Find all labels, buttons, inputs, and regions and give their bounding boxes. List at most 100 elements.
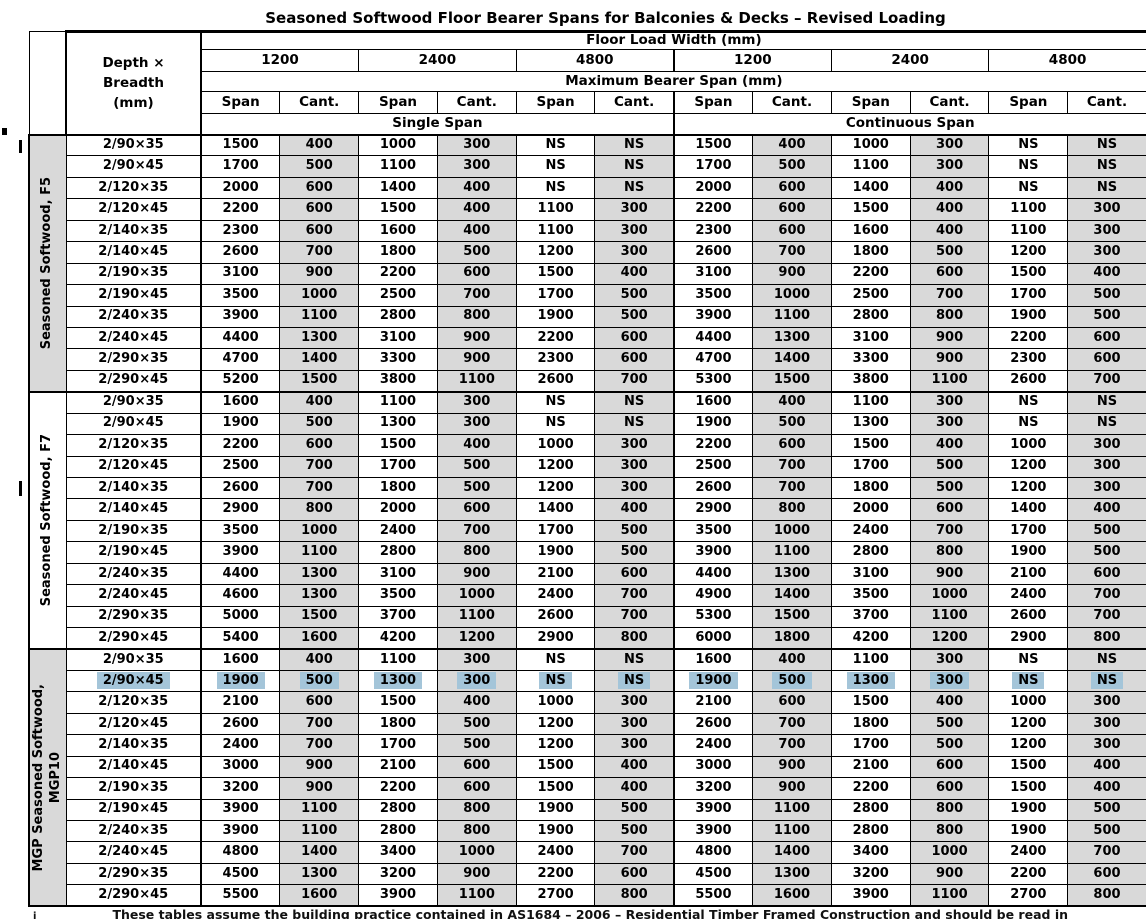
span-value-cell: 1000: [358, 133, 438, 157]
span-value-cell: 4200: [358, 627, 438, 650]
cant-value-cell: 1800: [752, 627, 832, 650]
span-value-cell: NS: [515, 176, 596, 200]
table-row: Seasoned Softwood, F5 2/90×35 1500 400 1000 3…: [28, 133, 1146, 393]
size-cell: 2/90×35: [65, 390, 202, 414]
flw-value-cell: 4800: [988, 49, 1146, 72]
table-row: 2/190×35 3100 900 2200 600 1500 400 3100 900 2200…: [29, 262, 1146, 286]
span-value-cell: 1400: [988, 498, 1069, 521]
cant-value-cell: 1000: [752, 284, 832, 307]
cant-value-cell: 1300: [752, 326, 832, 350]
span-value-cell: 1500: [515, 755, 596, 779]
span-value-cell: 4900: [672, 584, 754, 607]
size-cell: 2/90×45: [65, 412, 202, 436]
span-value-cell: 3500: [358, 584, 438, 607]
span-value-cell: 1900: [988, 541, 1069, 564]
cant-value-cell: 600: [436, 262, 517, 286]
cant-value-cell: 500: [909, 241, 990, 264]
span-value-cell: 1100: [988, 219, 1069, 243]
header-row: Span Cant. Span Cant. Span Cant. Span Cant. Span…: [29, 91, 1146, 114]
cant-value-cell: 400: [909, 219, 990, 243]
table-row: 2/290×35 5000 1500 3700 1100 2600 700 5300 1500 3…: [29, 605, 1146, 629]
cant-value-cell: 700: [279, 734, 360, 757]
cant-value-cell: 300: [594, 198, 675, 221]
span-value-cell: 4800: [672, 841, 754, 864]
span-value-cell: 2400: [515, 841, 596, 864]
cant-value-cell: 400: [279, 133, 360, 157]
flw-value-cell: 1200: [200, 49, 360, 72]
cant-value-cell: 400: [279, 647, 360, 671]
cant-value-cell: NS: [594, 155, 675, 178]
span-value-cell: 2500: [358, 284, 438, 307]
span-value-cell: 1100: [515, 219, 596, 243]
size-cell: 2/290×35: [65, 862, 202, 886]
span-value-cell: 2300: [200, 219, 281, 243]
span-value-cell: 1500: [358, 691, 438, 714]
cant-value-cell: 500: [594, 519, 675, 543]
span-value-cell: 1100: [358, 155, 438, 178]
span-value-cell: 1200: [988, 734, 1069, 757]
span-value-cell: 1800: [358, 241, 438, 264]
span-value-cell: 1400: [830, 176, 911, 200]
cant-header-cell: Cant.: [752, 91, 832, 114]
span-value-cell: 1600: [830, 219, 911, 243]
size-cell: 2/190×45: [65, 284, 202, 307]
cant-value-cell: 500: [752, 155, 832, 178]
cant-header-cell: Cant.: [279, 91, 360, 114]
span-value-cell: 3900: [200, 819, 281, 843]
cant-value-cell: 1500: [279, 369, 360, 393]
cant-value-cell: NS: [594, 133, 675, 157]
size-cell: 2/240×45: [65, 584, 202, 607]
cant-value-cell: 500: [909, 455, 990, 479]
cant-header-cell: Cant.: [1067, 91, 1146, 114]
cant-value-cell: 600: [909, 755, 990, 779]
cant-value-cell: 400: [436, 434, 517, 457]
cant-value-cell: 1200: [909, 627, 990, 650]
cant-value-cell: 1000: [279, 284, 360, 307]
footnote-marker: i: [33, 911, 37, 919]
span-value-cell: 3500: [830, 584, 911, 607]
cant-value-cell: 400: [594, 777, 675, 800]
cant-value-cell: 1500: [752, 605, 832, 629]
span-value-cell: 1800: [358, 476, 438, 500]
span-value-cell: 1900: [200, 412, 281, 436]
span-value-cell: 1200: [515, 455, 596, 479]
cant-value-cell: 300: [594, 691, 675, 714]
cant-value-cell: 500: [752, 669, 832, 693]
span-value-cell: 2800: [830, 541, 911, 564]
span-value-cell: 1600: [358, 219, 438, 243]
size-cell: 2/90×45: [65, 155, 202, 178]
span-value-cell: 1500: [988, 262, 1069, 286]
cant-value-cell: 300: [594, 712, 675, 736]
cant-value-cell: 500: [752, 412, 832, 436]
cant-value-cell: 300: [1067, 734, 1146, 757]
cant-value-cell: 1100: [436, 884, 517, 908]
cant-value-cell: 600: [594, 348, 675, 371]
cant-value-cell: 1100: [279, 798, 360, 822]
size-cell: 2/240×35: [65, 819, 202, 843]
cant-value-cell: 300: [594, 455, 675, 479]
cant-value-cell: 1100: [909, 884, 990, 908]
table-row: 2/190×45 3900 1100 2800 800 1900 500 3900 1100 28…: [29, 541, 1146, 564]
span-value-cell: 2100: [200, 691, 281, 714]
cant-value-cell: 1200: [436, 627, 517, 650]
cant-value-cell: 300: [1067, 241, 1146, 264]
cant-value-cell: 1000: [909, 584, 990, 607]
cant-value-cell: 600: [752, 176, 832, 200]
span-value-cell: 1100: [830, 390, 911, 414]
cant-value-cell: 900: [909, 326, 990, 350]
cant-value-cell: 400: [1067, 498, 1146, 521]
cant-value-cell: 900: [909, 348, 990, 371]
table-row: 2/120×45 2200 600 1500 400 1100 300 2200 600 1500…: [29, 198, 1146, 221]
span-value-cell: 2200: [200, 198, 281, 221]
cant-value-cell: 900: [436, 348, 517, 371]
cant-value-cell: 700: [1067, 369, 1146, 393]
cant-value-cell: 300: [594, 241, 675, 264]
size-cell: 2/240×35: [65, 305, 202, 328]
table-row: 2/140×35 2400 700 1700 500 1200 300 2400 700 1700…: [29, 734, 1146, 757]
cant-value-cell: 500: [1067, 519, 1146, 543]
span-value-cell: 1300: [358, 412, 438, 436]
size-cell: 2/190×45: [65, 541, 202, 564]
cant-value-cell: 600: [279, 176, 360, 200]
span-value-cell: 2400: [358, 519, 438, 543]
span-value-cell: 1800: [830, 241, 911, 264]
